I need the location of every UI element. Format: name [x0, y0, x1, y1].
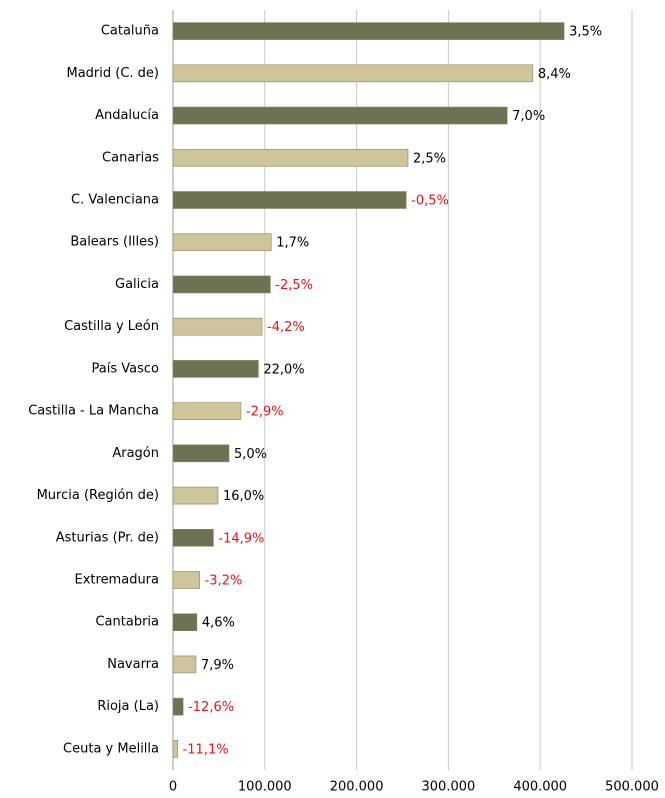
data-label: -11,1% — [183, 742, 229, 757]
data-label: 22,0% — [263, 362, 304, 377]
y-tick-label: Galicia — [115, 277, 159, 292]
y-tick-label: Canarias — [102, 150, 159, 165]
bar — [172, 22, 565, 40]
x-tick-label: 300.000 — [422, 780, 476, 795]
x-tick-label: 200.000 — [330, 780, 384, 795]
x-tick-label: 0 — [169, 780, 177, 795]
bar — [172, 317, 263, 336]
data-label: 5,0% — [234, 447, 267, 462]
data-label: -3,2% — [205, 574, 243, 589]
bar — [172, 486, 219, 505]
bar — [172, 528, 214, 547]
y-tick-label: Madrid (C. de) — [66, 66, 159, 81]
y-tick-label: Extremadura — [75, 573, 160, 588]
bar — [172, 740, 178, 758]
bar — [172, 191, 407, 209]
y-tick-label: País Vasco — [92, 361, 160, 376]
y-tick-label: Cantabria — [95, 615, 159, 630]
y-tick-label: Castilla - La Mancha — [28, 404, 159, 419]
y-tick-label: Cataluña — [101, 24, 159, 39]
y-tick-label: Navarra — [107, 657, 159, 672]
data-label: 7,9% — [201, 658, 234, 673]
y-tick-label: Murcia (Región de) — [37, 488, 159, 503]
bar — [172, 402, 242, 420]
y-tick-label: Castilla y León — [64, 319, 159, 334]
y-tick-label: Balears (Illes) — [70, 235, 159, 250]
bar — [172, 233, 272, 252]
bar — [172, 655, 197, 674]
data-label: -4,2% — [267, 320, 305, 335]
bar — [172, 64, 534, 83]
x-tick-label: 100.000 — [238, 780, 292, 795]
bar — [172, 444, 230, 463]
y-tick-label: C. Valenciana — [71, 193, 159, 208]
x-tick-label: 400.000 — [513, 780, 567, 795]
bar — [172, 613, 198, 632]
bar — [172, 571, 200, 589]
y-tick-label: Rioja (La) — [97, 699, 159, 714]
data-label: -0,5% — [411, 194, 449, 209]
bar — [172, 106, 508, 125]
data-label: 16,0% — [223, 489, 264, 504]
data-label: -2,5% — [275, 278, 313, 293]
y-tick-label: Aragón — [112, 446, 159, 461]
data-label: -12,6% — [188, 700, 234, 715]
bar — [172, 697, 184, 716]
data-label: -2,9% — [246, 405, 284, 420]
data-label: 8,4% — [538, 67, 571, 82]
data-label: 1,7% — [276, 236, 309, 251]
y-tick-label: Ceuta y Melilla — [63, 741, 159, 756]
data-label: -14,9% — [218, 531, 264, 546]
bar — [172, 148, 409, 167]
data-label: 7,0% — [512, 109, 545, 124]
data-label: 4,6% — [202, 616, 235, 631]
data-label: 2,5% — [413, 151, 446, 166]
bar — [172, 360, 259, 378]
x-tick-label: 500.000 — [605, 780, 659, 795]
data-label: 3,5% — [569, 25, 602, 40]
bar — [172, 275, 271, 294]
y-tick-label: Andalucía — [95, 108, 159, 123]
y-tick-label: Asturias (Pr. de) — [56, 530, 159, 545]
